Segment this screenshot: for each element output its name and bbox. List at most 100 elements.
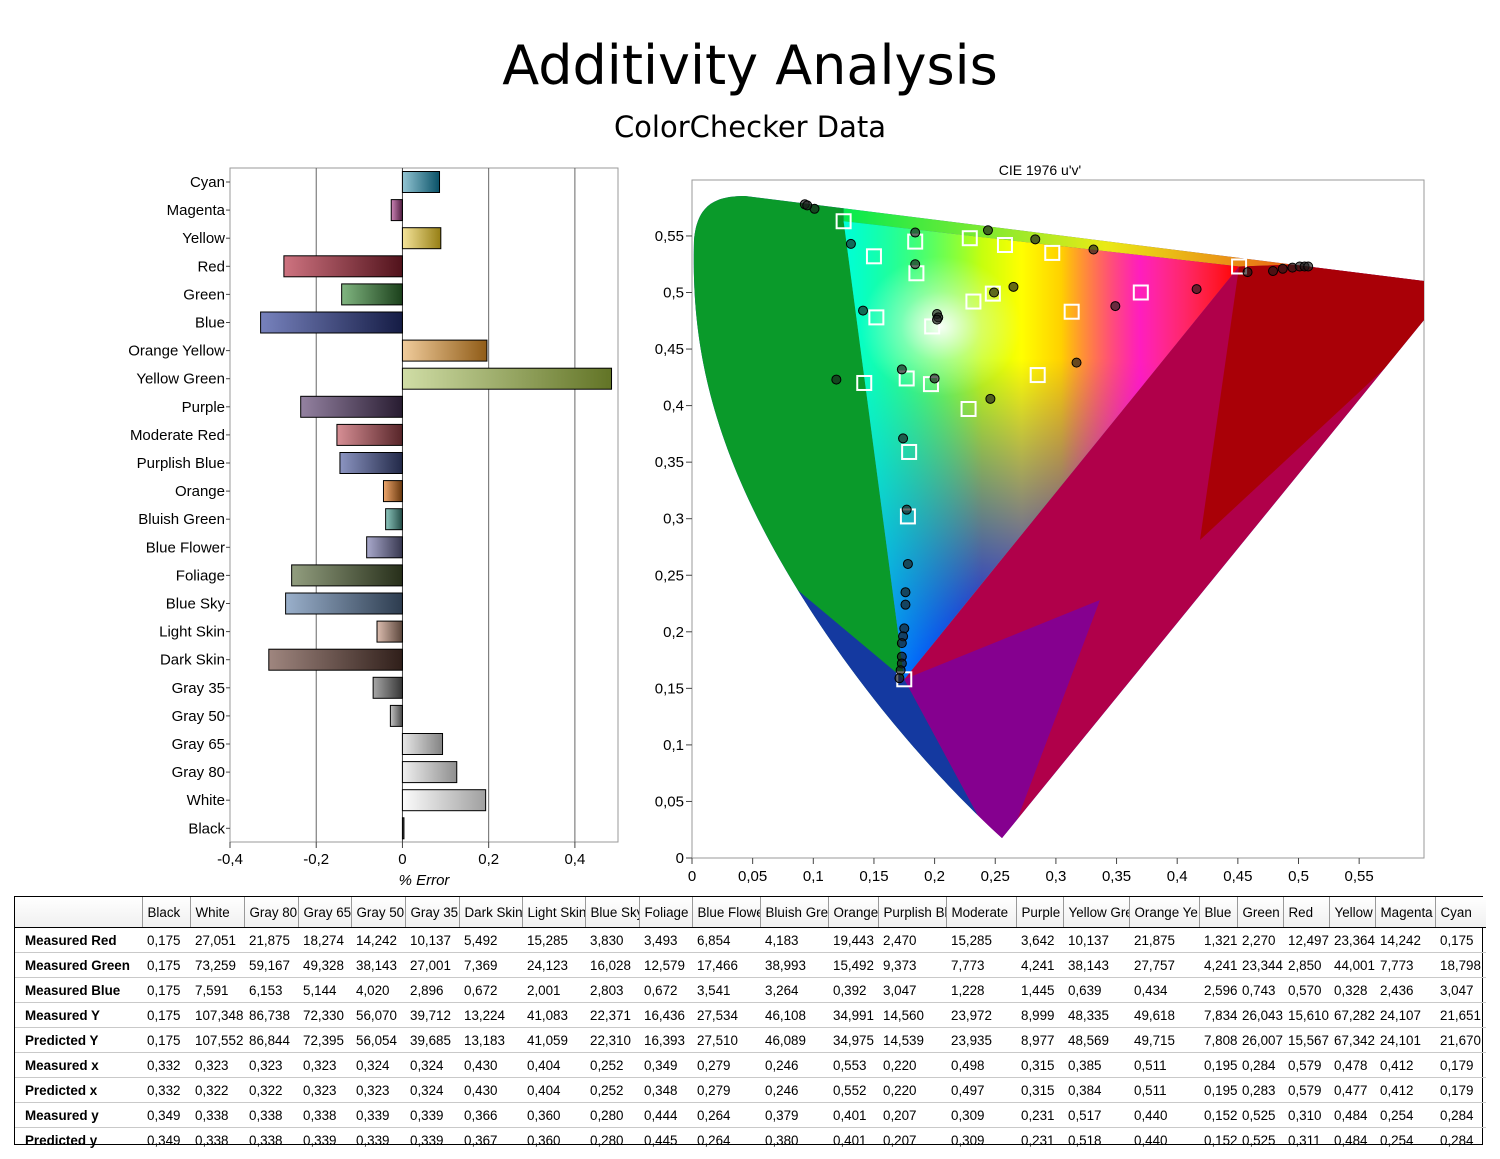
bar-category-label: Purple xyxy=(182,399,225,416)
table-cell: 2,270 xyxy=(1242,932,1276,948)
table-cell: 0,246 xyxy=(760,1077,828,1103)
table-cell: 49,715 xyxy=(1129,1027,1199,1053)
table-cell: 27,510 xyxy=(692,1027,760,1053)
table-cell: 0,379 xyxy=(760,1102,828,1128)
cie-x-tick-label: 0,2 xyxy=(924,868,945,885)
table-column-header: Yellow xyxy=(1328,897,1375,928)
bar-category-label: Cyan xyxy=(190,174,225,191)
cie-circle-marker xyxy=(1277,263,1288,274)
table-row: Predicted Y 0,175 107,552 86,844 72,395 56,05… xyxy=(15,1027,1486,1053)
cie-circle-marker xyxy=(894,673,905,684)
table-cell: 44,001 xyxy=(1329,952,1375,978)
cie-circle-marker xyxy=(900,599,911,610)
bar xyxy=(401,367,613,390)
table-cell: 17,466 xyxy=(692,952,760,978)
table-corner-cell xyxy=(15,897,142,928)
table-cell: 72,395 xyxy=(298,1027,351,1053)
cie-x-tick-label: 0,5 xyxy=(1288,868,1309,885)
table-cell: 26,043 xyxy=(1237,1002,1283,1028)
table-column-header: Gray 80 xyxy=(243,897,298,928)
table-cell: 7,591 xyxy=(190,977,244,1003)
cie-circle-marker xyxy=(901,504,912,515)
bar-category-label: Green xyxy=(183,286,225,303)
cie-circle-marker xyxy=(1088,244,1099,255)
bar-category-label: Blue Sky xyxy=(166,596,226,613)
table-cell: 0,254 xyxy=(1375,1102,1435,1128)
cie-circle-marker xyxy=(845,238,856,249)
bar xyxy=(385,508,403,531)
table-cell: 18,274 xyxy=(303,932,344,948)
table-cell: 67,342 xyxy=(1329,1027,1375,1053)
bar-x-tick-label: -0,2 xyxy=(303,851,329,868)
table-cell: 5,492 xyxy=(464,932,498,948)
cie-y-tick-label: 0,15 xyxy=(655,680,684,697)
table-cell: 18,798 xyxy=(1435,952,1486,978)
cie-square-marker xyxy=(1029,367,1046,384)
table-cell: 0,284 xyxy=(1435,1102,1486,1128)
cie-y-tick-label: 0,3 xyxy=(663,511,684,528)
table-cell: 0,444 xyxy=(639,1102,692,1128)
cie-x-tick-label: 0,35 xyxy=(1102,868,1131,885)
table-row-label: Predicted x xyxy=(15,1077,142,1103)
table-cell: 27,757 xyxy=(1129,952,1199,978)
cie-circle-marker xyxy=(1071,357,1082,368)
bar xyxy=(401,227,442,250)
bar-category-label: Gray 80 xyxy=(172,764,225,781)
table-row: Measured x 0,332 0,323 0,323 0,323 0,324 0,324… xyxy=(15,1052,1486,1078)
bar-category-label: Red xyxy=(197,258,225,275)
table-cell: 72,330 xyxy=(298,1002,351,1028)
cie-y-tick-labels: 0 0,05 0,1 0,15 0,2 0,25 0,3 0,35 0,4 0,45 0,5 0,55 xyxy=(655,228,692,867)
bar-category-label: Blue Flower xyxy=(146,539,225,556)
cie-circle-marker xyxy=(1242,267,1253,278)
table-cell: 0,195 xyxy=(1199,1052,1237,1078)
table-cell: 22,310 xyxy=(585,1027,639,1053)
table-cell: 0,511 xyxy=(1129,1077,1199,1103)
table-column-header: Gray 35 xyxy=(404,897,459,928)
table-row: Predicted x 0,332 0,322 0,322 0,323 0,323 0,32… xyxy=(15,1077,1486,1103)
table-cell: 0,284 xyxy=(1237,1052,1283,1078)
table-cell: 0,445 xyxy=(639,1127,692,1152)
charts-canvas: Cyan Magenta Yellow Red Green Blue Orange Yell… xyxy=(128,162,1425,889)
cie-x-tick-label: 0,05 xyxy=(738,868,767,885)
table-cell: 15,285 xyxy=(951,932,992,948)
cie-y-tick-label: 0,4 xyxy=(663,398,684,415)
bar xyxy=(376,620,403,643)
cie-square-marker xyxy=(868,309,885,326)
table-column-header: Purple xyxy=(1015,897,1063,928)
table-cell: 0,349 xyxy=(639,1052,692,1078)
table-cell: 19,443 xyxy=(833,932,874,948)
bar xyxy=(336,423,403,446)
table-cell: 0,349 xyxy=(142,1102,190,1128)
table-cell: 2,850 xyxy=(1283,952,1329,978)
page-title: Additivity Analysis xyxy=(502,34,998,97)
table-cell: 56,054 xyxy=(351,1027,405,1053)
cie-circle-marker xyxy=(902,558,913,569)
table-cell: 0,311 xyxy=(1283,1127,1329,1152)
table-cell: 0,323 xyxy=(190,1052,244,1078)
page-subtitle: ColorChecker Data xyxy=(613,110,887,144)
table-cell: 46,089 xyxy=(760,1027,828,1053)
table-cell: 0,309 xyxy=(946,1127,1016,1152)
table-cell: 0,246 xyxy=(760,1052,828,1078)
table-cell: 0,511 xyxy=(1129,1052,1199,1078)
table-cell: 0,252 xyxy=(585,1052,639,1078)
bar-x-axis-label: % Error xyxy=(399,872,451,889)
cie-circle-marker xyxy=(898,433,909,444)
table-cell: 1,321 xyxy=(1204,932,1237,948)
cie-circle-marker xyxy=(1110,301,1121,312)
table-cell: 0,207 xyxy=(878,1127,946,1152)
table-cell: 26,007 xyxy=(1237,1027,1283,1053)
cie-circle-marker xyxy=(802,200,813,211)
cie-chart-title: CIE 1976 u'v' xyxy=(999,162,1081,178)
table-cell: 3,642 xyxy=(1021,932,1055,948)
cie-markers xyxy=(799,199,1314,688)
table-row-label: Measured Y xyxy=(15,1002,142,1028)
table-cell: 6,153 xyxy=(244,977,298,1003)
table-cell: 0,175 xyxy=(142,952,190,978)
table-cell: 41,059 xyxy=(522,1027,585,1053)
table-column-header: Blue Flowe xyxy=(691,897,760,928)
table-cell: 0,338 xyxy=(244,1102,298,1128)
cie-circle-marker xyxy=(932,314,943,325)
table-cell: 0,525 xyxy=(1237,1102,1283,1128)
table-cell: 0,322 xyxy=(190,1077,244,1103)
